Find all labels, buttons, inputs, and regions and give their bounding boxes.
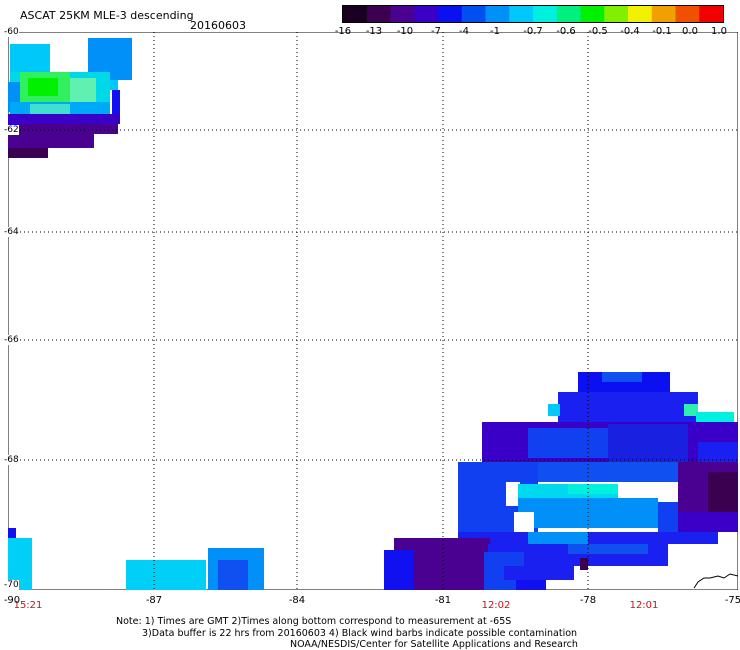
colorbar-segment: [628, 6, 653, 22]
x-axis-label: -78: [579, 595, 597, 606]
time-label: 12:02: [481, 600, 511, 611]
colorbar-segment: [533, 6, 558, 22]
colorbar-segment: [675, 6, 700, 22]
colorbar-gradient: [343, 6, 724, 22]
map-date: 20160603: [190, 19, 246, 32]
y-axis-label: -68: [4, 455, 19, 465]
y-axis-label: -70: [4, 580, 19, 590]
time-label: 15:21: [13, 600, 43, 611]
colorbar-segment: [509, 6, 534, 22]
wind-data-patch-top-left: [8, 38, 132, 158]
colorbar-segment: [699, 6, 724, 22]
colorbar-segment: [414, 6, 439, 22]
x-axis-label: -84: [288, 595, 306, 606]
x-axis-label: -90: [3, 595, 21, 606]
y-axis-label: -66: [4, 335, 19, 345]
colorbar-segment: [580, 6, 605, 22]
colorbar-segment: [651, 6, 677, 22]
colorbar: [342, 5, 724, 23]
colorbar-segment: [461, 6, 487, 22]
x-axis-label: -87: [145, 595, 163, 606]
colorbar-segment: [604, 6, 629, 22]
x-axis-label: -75: [724, 595, 740, 606]
coastline: [693, 573, 738, 589]
colorbar-segment: [438, 6, 463, 22]
wind-data-patch-bottom-left: [8, 528, 264, 590]
y-axis-label: -60: [4, 27, 19, 37]
colorbar-segment: [366, 6, 392, 22]
y-axis-label: -62: [4, 125, 19, 135]
x-axis-label: -81: [434, 595, 452, 606]
time-label: 12:01: [629, 600, 659, 611]
y-axis-label: -64: [4, 227, 19, 237]
note-line-2: 3)Data buffer is 22 hrs from 20160603 4)…: [142, 628, 578, 639]
colorbar-segment: [390, 6, 415, 22]
colorbar-segment: [485, 6, 510, 22]
colorbar-segment: [343, 6, 368, 22]
colorbar-segment: [556, 6, 582, 22]
note-line-1: Note: 1) Times are GMT 2)Times along bot…: [116, 616, 512, 627]
wind-data-patch-right: [384, 372, 738, 590]
map-title: ASCAT 25KM MLE-3 descending: [20, 9, 194, 22]
map-grid: [8, 32, 738, 590]
note-line-3: NOAA/NESDIS/Center for Satellite Applica…: [290, 639, 578, 650]
map-plot: [8, 32, 738, 590]
